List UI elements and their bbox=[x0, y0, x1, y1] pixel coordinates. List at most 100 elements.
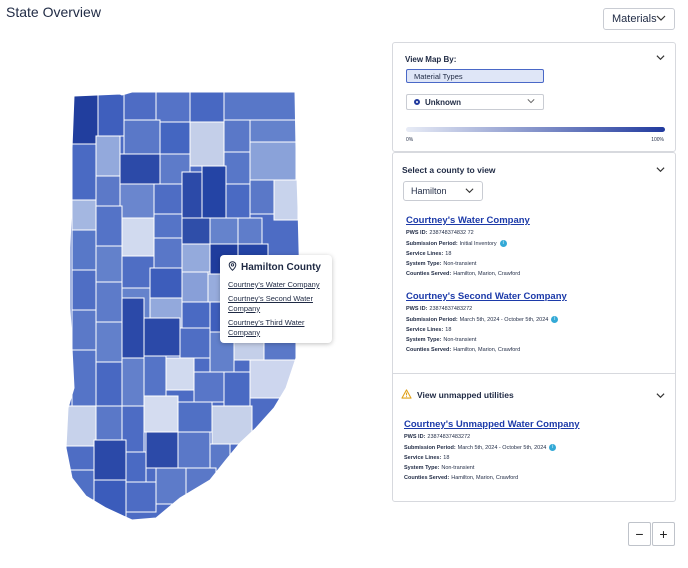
service-lines-label: Service Lines: bbox=[404, 455, 442, 461]
county[interactable] bbox=[121, 297, 145, 359]
county[interactable] bbox=[181, 271, 209, 303]
county[interactable] bbox=[249, 179, 275, 215]
county[interactable] bbox=[125, 481, 157, 513]
county[interactable] bbox=[193, 371, 225, 403]
warning-icon bbox=[401, 389, 412, 401]
county[interactable] bbox=[153, 183, 183, 215]
county[interactable] bbox=[155, 92, 191, 123]
county[interactable] bbox=[249, 119, 297, 143]
tooltip-utility-link[interactable]: Courtney's Third Water Company bbox=[228, 318, 305, 337]
county[interactable] bbox=[93, 479, 127, 520]
county[interactable] bbox=[181, 217, 211, 245]
system-type-value: Non-transient bbox=[443, 337, 477, 343]
county[interactable] bbox=[159, 121, 191, 155]
county[interactable] bbox=[155, 467, 187, 505]
county[interactable] bbox=[71, 199, 97, 231]
material-types-option[interactable]: Material Types bbox=[406, 69, 544, 83]
county[interactable] bbox=[225, 183, 251, 219]
county[interactable] bbox=[143, 355, 167, 397]
county[interactable] bbox=[71, 349, 97, 407]
county[interactable] bbox=[71, 229, 97, 271]
county[interactable] bbox=[71, 269, 97, 311]
chevron-down-icon[interactable] bbox=[656, 53, 665, 65]
county[interactable] bbox=[123, 92, 157, 121]
pws-id-value: 23874837483272 bbox=[429, 306, 473, 312]
counties-served-value: Hamilton, Marion, Crawford bbox=[453, 347, 521, 353]
county[interactable] bbox=[149, 267, 183, 299]
county[interactable] bbox=[97, 92, 125, 137]
system-type-label: System Type: bbox=[406, 337, 442, 343]
county[interactable] bbox=[121, 255, 155, 289]
county[interactable] bbox=[211, 405, 253, 445]
county[interactable] bbox=[189, 92, 225, 123]
unmapped-utilities-toggle[interactable]: View unmapped utilities bbox=[401, 389, 514, 401]
county[interactable] bbox=[121, 217, 155, 257]
county[interactable] bbox=[223, 151, 251, 185]
zoom-out-button[interactable]: − bbox=[628, 522, 651, 546]
county[interactable] bbox=[153, 213, 183, 239]
county[interactable] bbox=[95, 135, 121, 177]
county[interactable] bbox=[249, 141, 297, 181]
county[interactable] bbox=[119, 183, 155, 219]
county[interactable] bbox=[66, 405, 97, 447]
county[interactable] bbox=[71, 92, 99, 145]
county[interactable] bbox=[223, 92, 297, 121]
tooltip-utility-link[interactable]: Courtney's Water Company bbox=[228, 280, 320, 289]
county[interactable] bbox=[143, 395, 179, 433]
county[interactable] bbox=[121, 357, 145, 407]
tooltip-utility-link[interactable]: Courtney's Second Water Company bbox=[228, 294, 313, 313]
county[interactable] bbox=[223, 371, 251, 407]
utility-name-link[interactable]: Courtney's Second Water Company bbox=[406, 291, 567, 302]
county[interactable] bbox=[125, 451, 147, 483]
county[interactable] bbox=[95, 281, 123, 323]
county[interactable] bbox=[165, 357, 195, 391]
county[interactable] bbox=[143, 317, 181, 357]
info-icon[interactable]: i bbox=[549, 444, 557, 451]
county[interactable] bbox=[181, 171, 203, 219]
chevron-down-icon[interactable] bbox=[656, 391, 665, 403]
county[interactable] bbox=[95, 361, 123, 407]
county[interactable] bbox=[177, 431, 211, 469]
info-icon[interactable]: i bbox=[551, 316, 559, 323]
county-select[interactable]: Hamilton bbox=[403, 181, 483, 201]
materials-dropdown[interactable]: Materials bbox=[603, 8, 675, 30]
county[interactable] bbox=[71, 309, 97, 351]
legend-max: 100% bbox=[651, 137, 664, 143]
county[interactable] bbox=[95, 205, 123, 247]
material-type-select[interactable]: Unknown bbox=[406, 94, 544, 110]
county[interactable] bbox=[179, 327, 211, 359]
county[interactable] bbox=[223, 119, 251, 153]
county[interactable] bbox=[177, 401, 213, 433]
county[interactable] bbox=[95, 405, 123, 441]
counties-served-label: Counties Served: bbox=[406, 347, 452, 353]
chevron-down-icon bbox=[656, 13, 666, 26]
pws-id-label: PWS ID: bbox=[406, 230, 428, 236]
radio-indicator-icon bbox=[414, 99, 420, 105]
unmapped-utility-card: Courtney's Unmapped Water Company PWS ID… bbox=[404, 419, 580, 481]
county[interactable] bbox=[145, 431, 179, 469]
county[interactable] bbox=[95, 321, 123, 363]
info-icon[interactable]: i bbox=[499, 240, 507, 247]
county[interactable] bbox=[66, 469, 95, 501]
county[interactable] bbox=[273, 179, 299, 221]
county[interactable] bbox=[93, 439, 127, 481]
county[interactable] bbox=[237, 217, 263, 245]
county[interactable] bbox=[153, 237, 183, 269]
county[interactable] bbox=[119, 153, 161, 185]
county[interactable] bbox=[95, 175, 121, 207]
zoom-in-button[interactable]: + bbox=[652, 522, 675, 546]
county[interactable] bbox=[181, 301, 211, 329]
utility-name-link[interactable]: Courtney's Unmapped Water Company bbox=[404, 419, 580, 430]
system-type-value: Non-transient bbox=[443, 261, 477, 267]
county[interactable] bbox=[123, 119, 161, 155]
county[interactable] bbox=[66, 445, 95, 471]
county[interactable] bbox=[185, 467, 217, 495]
county[interactable] bbox=[181, 243, 211, 273]
utility-name-link[interactable]: Courtney's Water Company bbox=[406, 215, 530, 226]
county[interactable] bbox=[209, 217, 239, 245]
chevron-down-icon[interactable] bbox=[656, 165, 665, 177]
county[interactable] bbox=[189, 121, 225, 167]
county[interactable] bbox=[201, 165, 227, 219]
county[interactable] bbox=[95, 245, 123, 283]
county[interactable] bbox=[71, 143, 97, 201]
